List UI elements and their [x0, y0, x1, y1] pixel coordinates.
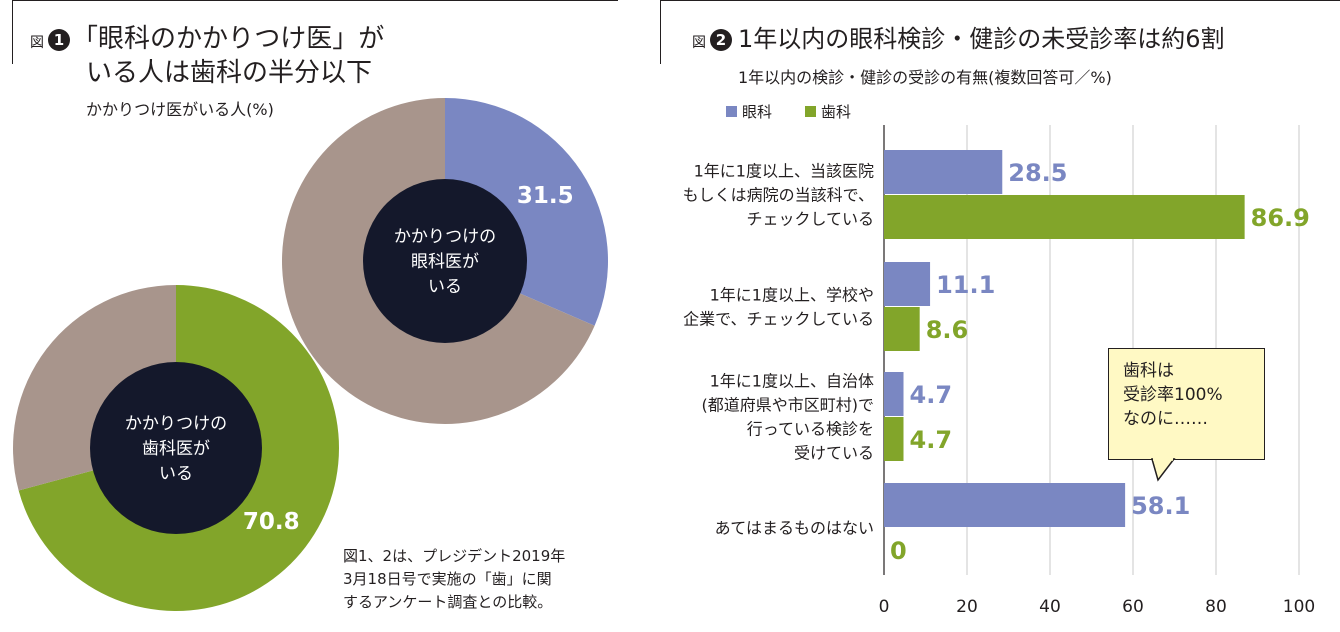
fig1-number-badge: 1	[48, 29, 70, 51]
fig2-subtitle: 1年以内の検診・健診の受診の有無(複数回答可／%)	[738, 68, 1112, 87]
fig2-title: 1年以内の眼科検診・健診の未受診率は約6割	[738, 25, 1225, 53]
bar	[884, 483, 1126, 527]
category-label: 1年に1度以上、学校や	[710, 286, 874, 305]
x-tick-label: 80	[1205, 597, 1227, 617]
bar-value-label: 8.6	[926, 316, 969, 344]
callout-pointer	[1151, 458, 1176, 482]
bar	[884, 307, 920, 351]
fig1-tag: 図	[30, 35, 44, 51]
donut-center-label: かかりつけの	[394, 227, 496, 247]
fig2-tag: 図	[692, 35, 706, 51]
bar	[884, 372, 904, 416]
bar-value-label: 0	[890, 537, 907, 565]
fig1-title-line2: いる人は歯科の半分以下	[86, 58, 373, 88]
bar-chart: 0 20 40 60 80 100 眼科 歯科 28.5 86.9 1年に1度以上、当該医院もしくは…	[683, 103, 1316, 617]
bar	[884, 262, 931, 306]
bar-value-label: 11.1	[936, 271, 995, 299]
category-label: もしくは病院の当該科で、	[683, 186, 874, 205]
bar-value-label: 4.7	[910, 426, 953, 454]
donut-center-label: かかりつけの	[125, 414, 227, 434]
callout-line: なのに……	[1123, 409, 1208, 429]
bar	[884, 417, 904, 461]
fig1-note: 図1、2は、プレジデント2019年 3月18日号で実施の「歯」に関 するアンケー…	[343, 545, 565, 614]
fig1-title-line1: 「眼科のかかりつけ医」が	[72, 24, 385, 54]
donut-center-label: 眼科医が	[411, 252, 479, 272]
legend-swatch	[726, 106, 737, 117]
bar-value-label: 4.7	[910, 381, 953, 409]
donut-value-label: 70.8	[243, 509, 300, 535]
legend-swatch	[805, 106, 816, 117]
fig1-subtitle: かかりつけ医がいる人(%)	[86, 100, 274, 119]
category-label: 受けている	[794, 444, 874, 463]
x-tick-label: 100	[1283, 597, 1315, 617]
bar	[884, 150, 1003, 194]
fig2-top-rule	[660, 0, 1340, 1]
callout-line: 受診率100%	[1123, 385, 1223, 405]
x-tick-label: 60	[1122, 597, 1144, 617]
fig2-callout: 歯科は 受診率100% なのに……	[1108, 348, 1265, 460]
donut-value-label: 31.5	[517, 183, 574, 209]
bar	[884, 195, 1245, 239]
category-label: 企業で、チェックしている	[683, 310, 874, 329]
callout-line: 歯科は	[1123, 361, 1174, 381]
fig2-top-left-rule	[660, 0, 661, 64]
category-label: チェックしている	[746, 210, 874, 229]
donut-center-label: いる	[159, 464, 193, 484]
fig1-note-line: 図1、2は、プレジデント2019年	[343, 547, 566, 565]
category-label: 1年に1度以上、当該医院	[694, 162, 874, 181]
donut-center-label: 歯科医が	[142, 439, 210, 459]
category-label: あてはまるものはない	[715, 519, 874, 538]
x-tick-label: 40	[1039, 597, 1061, 617]
bar-value-label: 28.5	[1008, 159, 1067, 187]
donut-center	[90, 362, 262, 534]
legend-label: 歯科	[821, 103, 851, 121]
x-tick-label: 20	[956, 597, 978, 617]
fig1-top-rule	[12, 0, 618, 1]
fig2-number-badge: 2	[710, 29, 732, 51]
fig1-top-left-rule	[12, 0, 13, 64]
bar-value-label: 86.9	[1251, 204, 1310, 232]
fig1-note-line: 3月18日号で実施の「歯」に関	[343, 570, 552, 588]
bar-value-label: 58.1	[1131, 492, 1190, 520]
category-label: 1年に1度以上、自治体	[710, 372, 874, 391]
x-tick-label: 0	[879, 597, 890, 617]
legend-label: 眼科	[742, 103, 772, 121]
category-label: (都道府県や市区町村)で	[702, 396, 875, 415]
donut-center	[363, 179, 527, 343]
category-label: 行っている検診を	[747, 420, 874, 439]
fig1-note-line: するアンケート調査との比較。	[343, 593, 553, 611]
donut-center-label: いる	[428, 277, 462, 297]
